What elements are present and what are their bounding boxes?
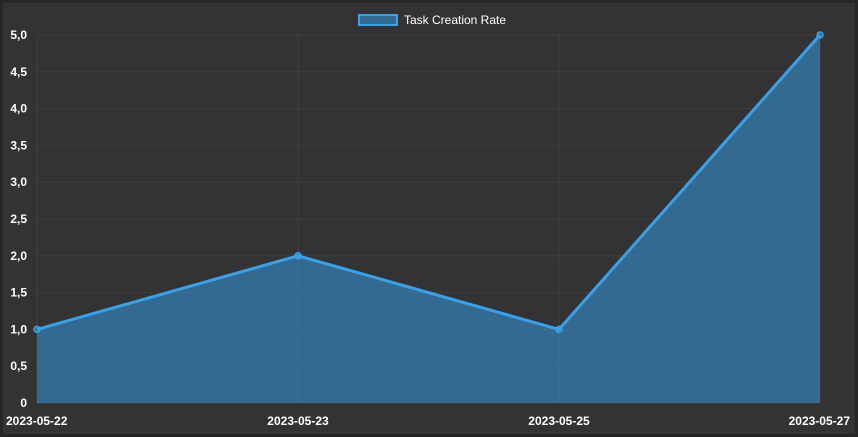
y-tick-label: 1,5 xyxy=(10,286,27,300)
y-tick-label: 3,5 xyxy=(10,138,27,152)
y-tick-label: 4,5 xyxy=(10,65,27,79)
series-area xyxy=(37,35,820,403)
y-tick-label: 3,0 xyxy=(10,175,27,189)
y-tick-label: 4,0 xyxy=(10,102,27,116)
x-tick-label: 2023-05-27 xyxy=(789,414,851,428)
x-tick-label: 2023-05-22 xyxy=(6,414,68,428)
data-point xyxy=(555,325,563,334)
data-point xyxy=(33,325,41,334)
y-tick-label: 2,5 xyxy=(10,212,27,226)
y-tick-label: 2,0 xyxy=(10,249,27,263)
data-point xyxy=(816,31,824,39)
y-tick-label: 5,0 xyxy=(10,28,27,42)
chart-legend[interactable]: Task Creation Rate xyxy=(3,13,858,27)
x-tick-label: 2023-05-23 xyxy=(267,414,329,428)
y-tick-label: 0,5 xyxy=(10,359,27,373)
legend-label: Task Creation Rate xyxy=(403,13,507,27)
data-point xyxy=(294,252,302,260)
x-tick-label: 2023-05-25 xyxy=(528,414,590,428)
y-tick-label: 1,0 xyxy=(10,322,27,336)
y-tick-label: 0 xyxy=(20,396,27,410)
series-line xyxy=(36,34,822,331)
legend-swatch xyxy=(357,14,398,26)
